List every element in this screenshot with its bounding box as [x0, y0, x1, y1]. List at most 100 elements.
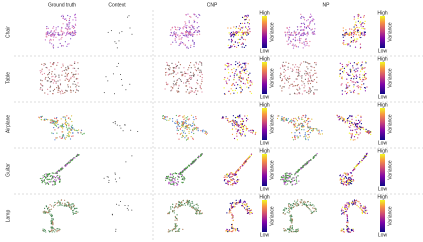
point [245, 83, 246, 84]
point [359, 74, 360, 75]
point [304, 24, 305, 25]
point [58, 202, 59, 203]
point [73, 26, 74, 27]
point [67, 90, 68, 91]
point [171, 181, 172, 182]
point [343, 44, 344, 45]
point [192, 123, 193, 124]
point [308, 91, 309, 92]
point [305, 122, 306, 123]
point [289, 31, 290, 32]
point [66, 137, 67, 138]
point [252, 83, 253, 84]
point [360, 32, 361, 33]
point [290, 68, 291, 69]
point [116, 181, 117, 182]
point [69, 28, 70, 29]
point [55, 125, 56, 126]
point [344, 68, 345, 69]
point [48, 212, 49, 213]
point [71, 115, 72, 116]
point [288, 36, 289, 37]
point [177, 92, 178, 93]
point [176, 218, 177, 219]
point [249, 23, 250, 24]
point [201, 88, 202, 89]
point [248, 77, 249, 78]
point [168, 231, 169, 232]
point [166, 120, 167, 121]
point [64, 116, 65, 117]
point [181, 137, 182, 138]
point [353, 204, 354, 205]
point [239, 32, 240, 33]
point [354, 201, 355, 202]
point [296, 229, 297, 230]
point-cloud [339, 61, 368, 94]
point [287, 177, 288, 178]
point [365, 78, 366, 79]
point [228, 69, 229, 70]
point [166, 177, 167, 178]
point [51, 30, 52, 31]
point [295, 118, 296, 119]
point [343, 40, 344, 41]
point [305, 138, 306, 139]
point [360, 127, 361, 128]
point [347, 74, 348, 75]
point [351, 176, 352, 177]
point [77, 82, 78, 83]
point [349, 35, 350, 36]
point [68, 125, 69, 126]
point [75, 24, 76, 25]
point [297, 201, 298, 202]
point-cloud [224, 61, 253, 95]
point-cloud [40, 61, 80, 95]
point [231, 176, 232, 177]
point [72, 19, 73, 20]
point [342, 71, 343, 72]
point [348, 117, 349, 118]
point [41, 180, 42, 181]
point [357, 82, 358, 83]
point [347, 92, 348, 93]
point [366, 210, 367, 211]
point [291, 215, 292, 216]
point [51, 43, 52, 44]
point [69, 20, 70, 21]
point [288, 118, 289, 119]
point [354, 70, 355, 71]
point [353, 32, 354, 33]
colorbar [380, 108, 385, 140]
point [64, 137, 65, 138]
point [296, 130, 297, 131]
point [295, 44, 296, 45]
point [350, 183, 351, 184]
point [227, 118, 228, 119]
point [235, 42, 236, 43]
point [350, 63, 351, 64]
point [72, 31, 73, 32]
point [358, 201, 359, 202]
point [176, 84, 177, 85]
point [57, 124, 58, 125]
point [182, 178, 183, 179]
point [301, 199, 302, 200]
point [168, 68, 169, 69]
point [111, 30, 112, 31]
point [104, 178, 105, 179]
point [236, 26, 237, 27]
point [296, 89, 297, 90]
point [243, 202, 244, 203]
point [288, 210, 289, 211]
point [50, 66, 51, 67]
point [185, 27, 186, 28]
point [295, 123, 296, 124]
point [167, 65, 168, 66]
point [356, 63, 357, 64]
point [70, 65, 71, 66]
point [51, 34, 52, 35]
point [185, 126, 186, 127]
point [366, 86, 367, 87]
point [359, 77, 360, 78]
